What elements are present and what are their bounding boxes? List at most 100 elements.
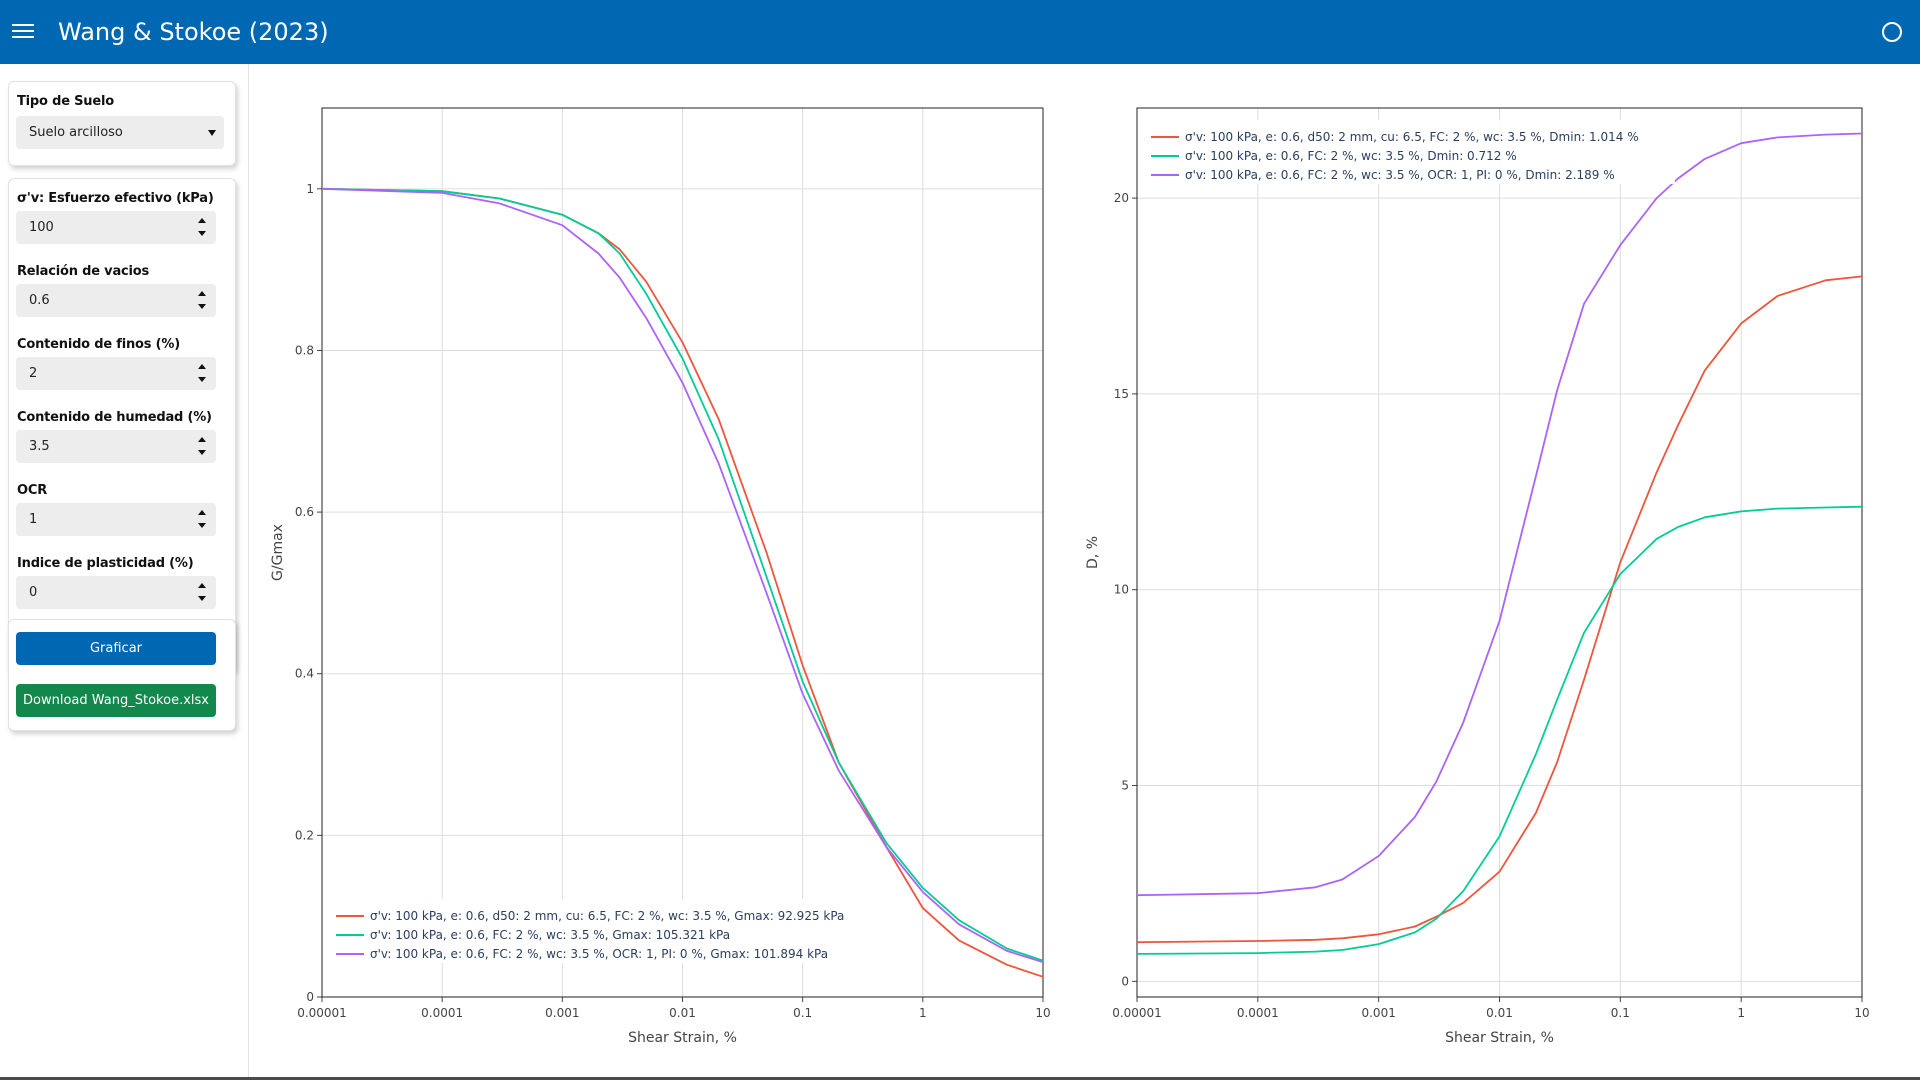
legend: σ'v: 100 kPa, e: 0.6, d50: 2 mm, cu: 6.5…: [1145, 120, 1675, 184]
top-app-bar: Wang & Stokoe (2023): [0, 0, 1920, 64]
y-axis-title: G/Gmax: [270, 524, 286, 581]
moisture-content-value: 3.5: [29, 439, 50, 454]
spin-down-icon[interactable]: [198, 450, 206, 455]
gmax-plot: 0.00001 0.0001 0.001 0.01 0.1 1 10 0 0.2 0.4 0.6 0.…: [270, 107, 1051, 1046]
legend-entry[interactable]: σ'v: 100 kPa, e: 0.6, FC: 2 %, wc: 3.5 %…: [1185, 149, 1517, 163]
y-tick-label: 0.6: [295, 505, 314, 519]
plasticity-index-value: 0: [29, 585, 38, 600]
effective-stress-value: 100: [29, 220, 54, 235]
series-line-2: [1136, 505, 1863, 955]
effective-stress-input[interactable]: 100: [16, 211, 216, 244]
void-ratio-value: 0.6: [29, 293, 50, 308]
plasticity-index-input[interactable]: 0: [16, 576, 216, 609]
moisture-content-label: Contenido de humedad (%): [17, 410, 212, 425]
x-tick-label: 0.1: [1611, 1006, 1630, 1020]
y-tick-label: 5: [1121, 779, 1129, 793]
ocr-value: 1: [29, 512, 38, 527]
x-tick-label: 0.001: [1361, 1006, 1395, 1020]
spin-up-icon[interactable]: [198, 510, 206, 515]
x-axis-title: Shear Strain, %: [1445, 1030, 1554, 1046]
moisture-content-spinner[interactable]: [198, 436, 208, 458]
actions-card: Graficar Download Wang_Stokoe.xlsx: [8, 619, 236, 731]
ocr-label: OCR: [17, 483, 48, 498]
spin-down-icon[interactable]: [198, 304, 206, 309]
y-tick-label: 0.2: [295, 828, 314, 842]
app-title: Wang & Stokoe (2023): [58, 18, 329, 46]
y-tick-label: 1: [306, 182, 314, 196]
x-tick-label: 0.0001: [421, 1006, 463, 1020]
y-tick-label: 0.4: [295, 667, 314, 681]
moisture-content-input[interactable]: 3.5: [16, 430, 216, 463]
y-tick-label: 20: [1114, 191, 1129, 205]
legend-background: [1145, 120, 1675, 184]
y-tick-label: 0: [1121, 974, 1129, 988]
plot-frame: [321, 107, 1044, 998]
void-ratio-label: Relación de vacios: [17, 264, 150, 279]
plasticity-index-spinner[interactable]: [198, 582, 208, 604]
series-line-1: [1136, 275, 1863, 944]
soil-type-card: Tipo de Suelo Suelo arcilloso: [8, 81, 236, 166]
x-tick-label: 1: [1737, 1006, 1745, 1020]
y-tick-label: 0: [306, 990, 314, 1004]
sidebar: Tipo de Suelo Suelo arcilloso σ'v: Esfue…: [0, 64, 249, 1080]
caret-down-icon: [208, 130, 216, 136]
effective-stress-label: σ'v: Esfuerzo efectivo (kPa): [17, 191, 214, 206]
fines-content-input[interactable]: 2: [16, 357, 216, 390]
legend-entry[interactable]: σ'v: 100 kPa, e: 0.6, FC: 2 %, wc: 3.5 %…: [370, 928, 730, 942]
parameters-card: σ'v: Esfuerzo efectivo (kPa) 100 Relació…: [8, 178, 236, 673]
fines-content-value: 2: [29, 366, 38, 381]
bottom-border: [0, 1077, 1920, 1080]
void-ratio-spinner[interactable]: [198, 290, 208, 312]
x-tick-label: 0.01: [1486, 1006, 1513, 1020]
x-tick-label: 0.0001: [1237, 1006, 1279, 1020]
soil-type-select[interactable]: Suelo arcilloso: [16, 116, 224, 149]
x-tick-label: 0.001: [545, 1006, 579, 1020]
legend: σ'v: 100 kPa, e: 0.6, d50: 2 mm, cu: 6.5…: [330, 899, 890, 963]
gmax-chart: 0.00001 0.0001 0.001 0.01 0.1 1 10 0 0.2 0.4 0.6 0.…: [270, 107, 1051, 1046]
y-tick-label: 0.8: [295, 343, 314, 357]
plot-frame: [1136, 107, 1863, 998]
plasticity-index-label: Indice de plasticidad (%): [17, 556, 194, 571]
spin-down-icon[interactable]: [198, 231, 206, 236]
download-button[interactable]: Download Wang_Stokoe.xlsx: [16, 684, 216, 717]
legend-entry[interactable]: σ'v: 100 kPa, e: 0.6, FC: 2 %, wc: 3.5 %…: [370, 947, 828, 961]
soil-type-value: Suelo arcilloso: [29, 125, 123, 140]
ocr-input[interactable]: 1: [16, 503, 216, 536]
spin-down-icon[interactable]: [198, 523, 206, 528]
x-tick-label: 0.00001: [297, 1006, 347, 1020]
ocr-spinner[interactable]: [198, 509, 208, 531]
void-ratio-input[interactable]: 0.6: [16, 284, 216, 317]
x-axis-title: Shear Strain, %: [628, 1030, 737, 1046]
hamburger-icon[interactable]: [12, 22, 34, 40]
plot-button[interactable]: Graficar: [16, 632, 216, 665]
legend-entry[interactable]: σ'v: 100 kPa, e: 0.6, d50: 2 mm, cu: 6.5…: [1185, 130, 1639, 144]
spin-up-icon[interactable]: [198, 291, 206, 296]
effective-stress-spinner[interactable]: [198, 217, 208, 239]
legend-background: [330, 899, 890, 963]
series-line-3: [1136, 132, 1863, 897]
legend-entry[interactable]: σ'v: 100 kPa, e: 0.6, d50: 2 mm, cu: 6.5…: [370, 909, 844, 923]
x-tick-label: 10: [1854, 1006, 1869, 1020]
legend-entry[interactable]: σ'v: 100 kPa, e: 0.6, FC: 2 %, wc: 3.5 %…: [1185, 168, 1615, 182]
x-tick-label: 0.01: [669, 1006, 696, 1020]
x-tick-label: 10: [1035, 1006, 1050, 1020]
fines-content-label: Contenido de finos (%): [17, 337, 180, 352]
damping-chart: 0.00001 0.0001 0.001 0.01 0.1 1 10 0 5 10 15 20 Shea…: [1085, 107, 1870, 1046]
series-line-2: [321, 187, 1044, 962]
y-axis-title: D, %: [1085, 536, 1101, 569]
x-tick-label: 0.00001: [1112, 1006, 1162, 1020]
circle-icon: [1882, 22, 1902, 42]
soil-type-label: Tipo de Suelo: [17, 94, 114, 109]
x-tick-label: 0.1: [793, 1006, 812, 1020]
spin-down-icon[interactable]: [198, 377, 206, 382]
spin-up-icon[interactable]: [198, 583, 206, 588]
y-tick-label: 15: [1114, 387, 1129, 401]
spin-up-icon[interactable]: [198, 364, 206, 369]
spin-up-icon[interactable]: [198, 218, 206, 223]
x-tick-label: 1: [919, 1006, 927, 1020]
series-line-3: [321, 187, 1044, 964]
damping-plot: 0.00001 0.0001 0.001 0.01 0.1 1 10 0 5 10 15 20 Shea…: [1085, 107, 1870, 1046]
spin-up-icon[interactable]: [198, 437, 206, 442]
fines-content-spinner[interactable]: [198, 363, 208, 385]
spin-down-icon[interactable]: [198, 596, 206, 601]
